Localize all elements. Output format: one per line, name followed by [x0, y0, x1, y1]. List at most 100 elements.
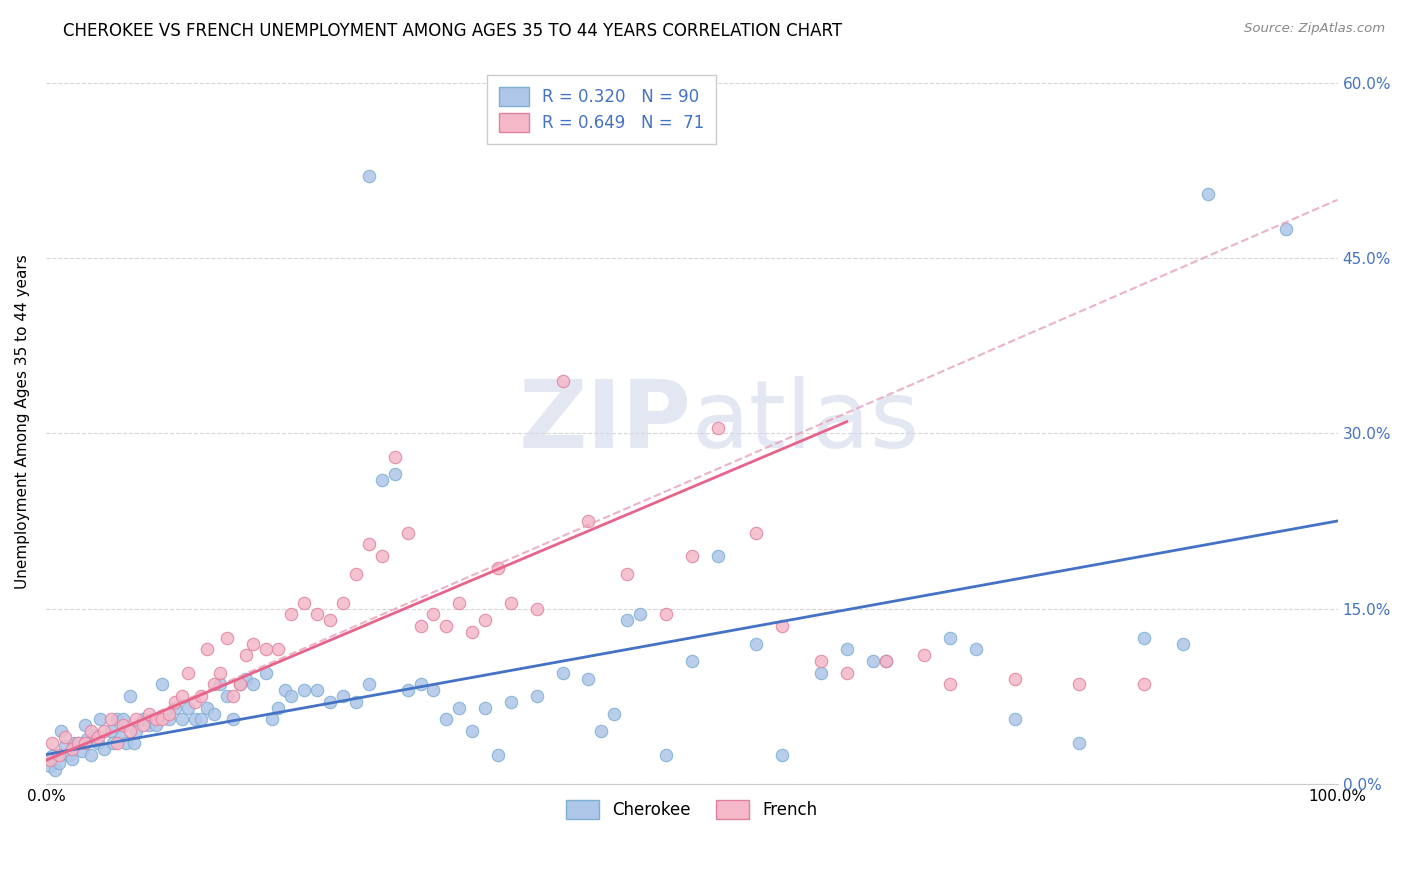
Point	[157, 706, 180, 721]
Point	[80, 747, 103, 762]
Point	[474, 613, 496, 627]
Point	[190, 689, 212, 703]
Point	[912, 648, 935, 663]
Point	[332, 689, 354, 703]
Point	[215, 631, 238, 645]
Point	[60, 752, 83, 766]
Point	[681, 654, 703, 668]
Point	[242, 677, 264, 691]
Point	[655, 747, 678, 762]
Point	[58, 747, 80, 762]
Point	[1133, 677, 1156, 691]
Point	[319, 613, 342, 627]
Point	[100, 713, 122, 727]
Point	[260, 713, 283, 727]
Point	[67, 736, 90, 750]
Point	[474, 701, 496, 715]
Point	[235, 648, 257, 663]
Point	[209, 665, 232, 680]
Point	[235, 672, 257, 686]
Point	[177, 665, 200, 680]
Point	[170, 689, 193, 703]
Point	[1069, 677, 1091, 691]
Point	[93, 741, 115, 756]
Point	[145, 713, 167, 727]
Point	[38, 753, 60, 767]
Point	[357, 169, 380, 184]
Point	[875, 654, 897, 668]
Y-axis label: Unemployment Among Ages 35 to 44 years: Unemployment Among Ages 35 to 44 years	[15, 254, 30, 589]
Point	[551, 665, 574, 680]
Point	[138, 706, 160, 721]
Point	[332, 596, 354, 610]
Point	[1171, 637, 1194, 651]
Point	[810, 665, 832, 680]
Point	[307, 683, 329, 698]
Point	[745, 525, 768, 540]
Point	[396, 683, 419, 698]
Point	[526, 601, 548, 615]
Point	[222, 689, 245, 703]
Point	[371, 549, 394, 563]
Point	[93, 724, 115, 739]
Point	[409, 677, 432, 691]
Point	[202, 706, 225, 721]
Point	[384, 467, 406, 482]
Point	[461, 624, 484, 639]
Point	[681, 549, 703, 563]
Point	[73, 718, 96, 732]
Text: atlas: atlas	[692, 376, 920, 467]
Point	[628, 607, 651, 622]
Point	[267, 701, 290, 715]
Point	[63, 736, 86, 750]
Point	[1004, 713, 1026, 727]
Point	[76, 732, 98, 747]
Point	[254, 665, 277, 680]
Point	[170, 713, 193, 727]
Point	[292, 596, 315, 610]
Point	[307, 607, 329, 622]
Point	[280, 689, 302, 703]
Point	[110, 730, 132, 744]
Point	[357, 537, 380, 551]
Point	[112, 713, 135, 727]
Point	[84, 728, 107, 742]
Point	[578, 514, 600, 528]
Point	[835, 642, 858, 657]
Point	[434, 619, 457, 633]
Point	[965, 642, 987, 657]
Point	[1069, 736, 1091, 750]
Point	[165, 695, 187, 709]
Point	[706, 420, 728, 434]
Point	[939, 631, 962, 645]
Point	[53, 730, 76, 744]
Point	[655, 607, 678, 622]
Point	[48, 756, 70, 770]
Point	[409, 619, 432, 633]
Text: Source: ZipAtlas.com: Source: ZipAtlas.com	[1244, 22, 1385, 36]
Point	[122, 736, 145, 750]
Point	[86, 736, 108, 750]
Point	[80, 724, 103, 739]
Point	[86, 730, 108, 744]
Point	[449, 701, 471, 715]
Point	[551, 374, 574, 388]
Point	[1275, 222, 1298, 236]
Point	[132, 718, 155, 732]
Point	[60, 741, 83, 756]
Point	[422, 683, 444, 698]
Point	[616, 613, 638, 627]
Point	[70, 744, 93, 758]
Point	[274, 683, 297, 698]
Point	[183, 695, 205, 709]
Point	[100, 724, 122, 739]
Point	[101, 736, 124, 750]
Point	[150, 713, 173, 727]
Point	[344, 566, 367, 581]
Point	[578, 672, 600, 686]
Point	[165, 701, 187, 715]
Point	[228, 677, 250, 691]
Point	[603, 706, 626, 721]
Point	[183, 713, 205, 727]
Point	[73, 736, 96, 750]
